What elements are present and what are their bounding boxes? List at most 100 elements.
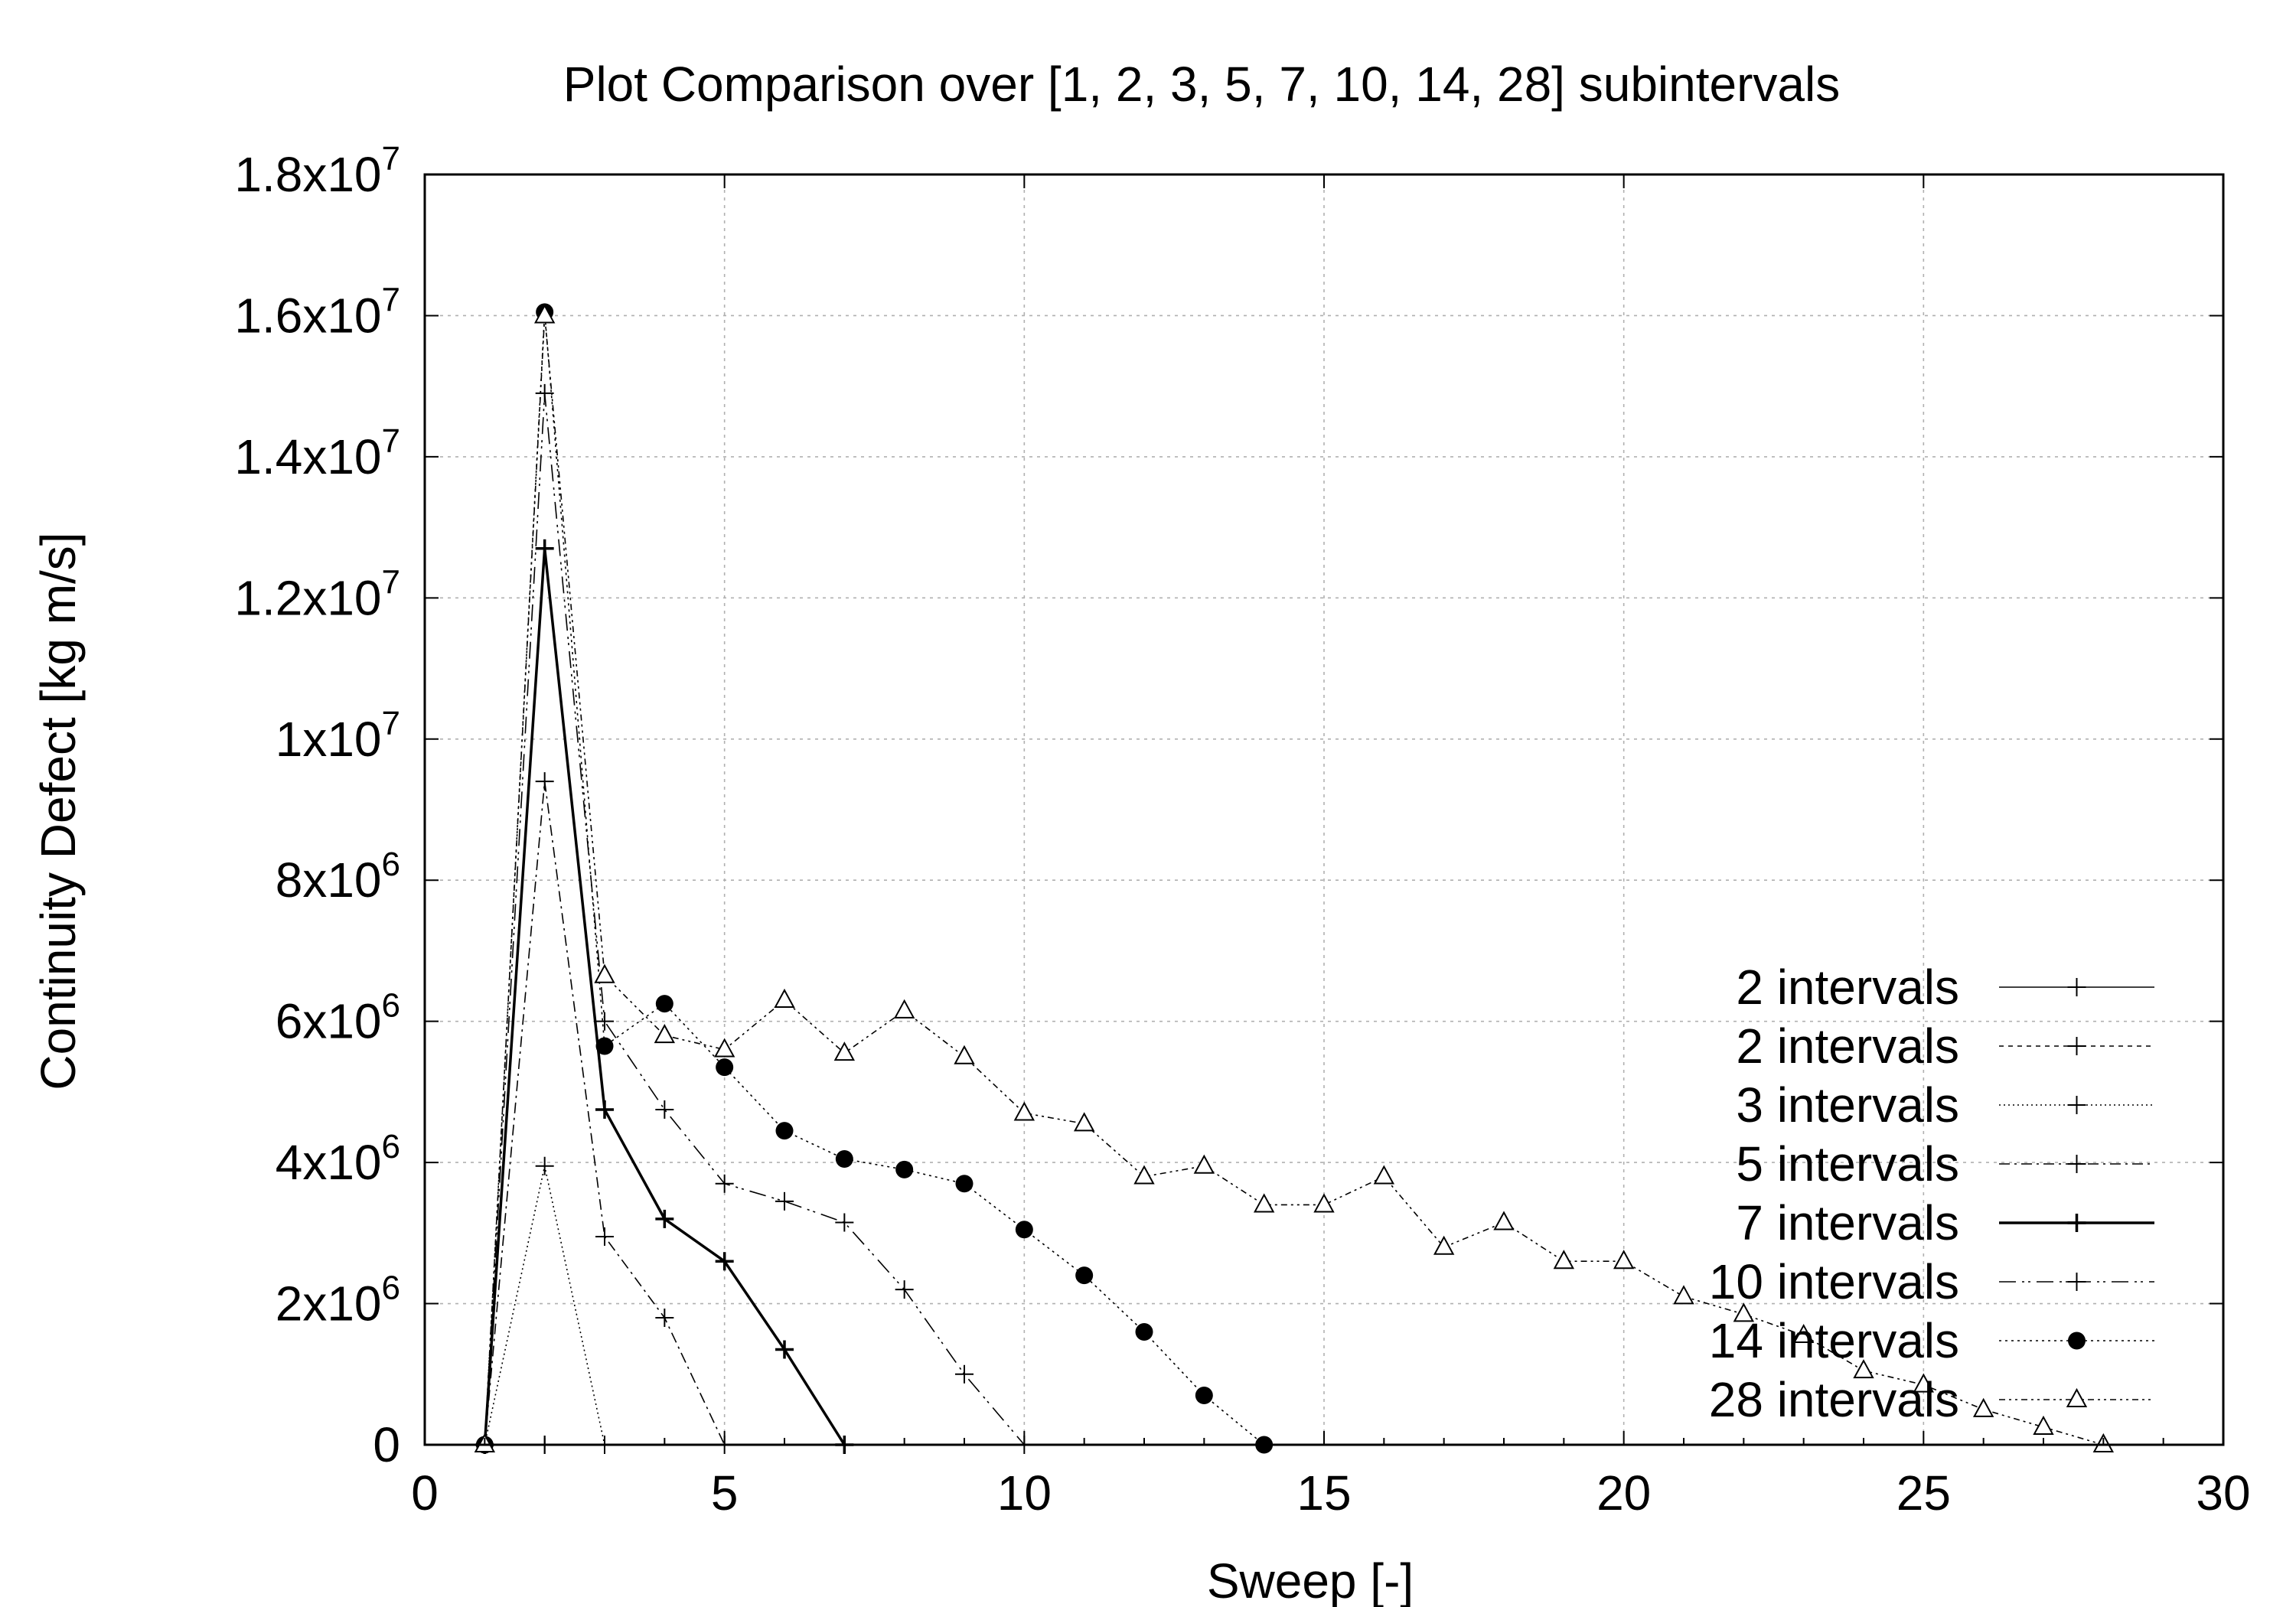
triangle-marker [1792,1323,1815,1344]
plus-marker [655,1209,674,1228]
legend-label: 10 intervals [1709,1254,1959,1309]
triangle-marker [1972,1397,1994,1417]
plus-marker [535,383,554,403]
y-tick-label: 1x107 [276,705,400,767]
y-tick-label: 1.8x107 [234,140,400,202]
legend-entry: 2 intervals [1736,1019,2154,1074]
circle-marker [1075,1266,1094,1285]
plus-marker [535,772,554,791]
plus-marker [2067,1096,2086,1114]
plus-marker [2067,1273,2086,1291]
series-6 [475,383,1034,1454]
plus-marker [2067,1037,2086,1055]
y-tick-label: 1.6x107 [234,281,400,343]
triangle-marker [654,1024,676,1044]
circle-marker [2068,1332,2086,1350]
x-tick-label: 0 [411,1465,439,1521]
triangle-marker [833,1041,856,1061]
circle-marker [716,1058,734,1077]
axes: 0 5 10 15 20 25 30 0 2x106 4x106 6x106 8x106 1x107 1.… [234,140,2250,1521]
triangle-marker [2066,1387,2088,1407]
series-8 [474,304,2115,1452]
y-tick-label: 4x106 [276,1128,400,1190]
triangle-marker [1133,1165,1155,1185]
plus-marker [715,1174,734,1193]
series-layer [474,303,2115,1454]
triangle-marker [1613,1250,1635,1270]
triangle-marker [1373,1165,1395,1185]
legend-label: 2 intervals [1736,960,1959,1015]
chart-title: Plot Comparison over [1, 2, 3, 5, 7, 10,… [563,57,1840,112]
plus-marker [595,1227,614,1246]
triangle-marker [954,1045,975,1064]
plus-marker [655,1309,674,1327]
triangle-marker [713,1038,735,1058]
legend-label: 2 intervals [1736,1019,1959,1074]
legend-label: 7 intervals [1736,1195,1959,1250]
triangle-marker [1253,1193,1275,1213]
triangle-marker [1913,1373,1935,1393]
circle-marker [895,1160,914,1178]
series-line [484,311,1265,1446]
series-line [484,393,1025,1446]
plus-marker [775,1191,794,1211]
plus-marker [655,1100,674,1119]
y-axis-label: Continuity Defect [kg m/s] [31,532,86,1090]
plus-marker [535,539,554,558]
triangle-marker [594,963,615,983]
y-tick-label: 0 [373,1417,400,1472]
x-tick-label: 20 [1596,1465,1651,1521]
legend-entry: 14 intervals [1709,1313,2154,1368]
triangle-marker [1313,1193,1335,1213]
plus-marker [2067,1214,2086,1232]
y-tick-label: 1.2x107 [234,563,400,625]
legend-entry: 2 intervals [1736,960,2154,1015]
circle-marker [1135,1322,1153,1341]
y-tick-label: 8x106 [276,846,400,908]
legend-entry: 7 intervals [1736,1195,2154,1250]
triangle-marker [1673,1285,1694,1305]
x-tick-label: 5 [711,1465,739,1521]
triangle-marker [1733,1302,1755,1322]
series-line [484,315,2104,1446]
triangle-marker [533,304,556,324]
triangle-marker [1853,1359,1874,1379]
circle-marker [835,1150,853,1168]
x-tick-label: 30 [2196,1465,2250,1521]
legend-label: 28 intervals [1709,1372,1959,1427]
plus-marker [775,1340,794,1359]
x-tick-label: 25 [1896,1465,1951,1521]
triangle-marker [774,988,795,1008]
y-tick-label: 6x106 [276,987,400,1049]
y-tick-label: 1.4x107 [234,422,400,484]
legend-label: 3 intervals [1736,1077,1959,1133]
series-3 [475,1156,614,1454]
triangle-marker [1013,1101,1035,1121]
plus-marker [595,1012,614,1031]
legend-entry: 10 intervals [1709,1254,2154,1309]
legend-entry: 5 intervals [1736,1136,2154,1191]
legend-label: 14 intervals [1709,1313,1959,1368]
legend-entry: 28 intervals [1709,1372,2154,1427]
plus-marker [895,1280,914,1299]
triangle-marker [2033,1415,2054,1435]
series-line [484,1165,605,1446]
x-tick-label: 10 [997,1465,1052,1521]
circle-marker [655,995,673,1013]
plus-marker [2067,1155,2086,1173]
triangle-marker [1073,1112,1095,1132]
circle-marker [775,1122,794,1140]
legend-label: 5 intervals [1736,1136,1959,1191]
x-axis-label: Sweep [-] [1207,1553,1414,1607]
legend-entry: 3 intervals [1736,1077,2154,1133]
x-tick-label: 15 [1296,1465,1351,1521]
plus-marker [535,1156,554,1175]
plus-marker [835,1213,854,1232]
circle-marker [595,1037,614,1055]
circle-marker [1015,1221,1033,1239]
plus-marker [595,1100,614,1119]
triangle-marker [1553,1250,1575,1270]
circle-marker [955,1175,974,1193]
